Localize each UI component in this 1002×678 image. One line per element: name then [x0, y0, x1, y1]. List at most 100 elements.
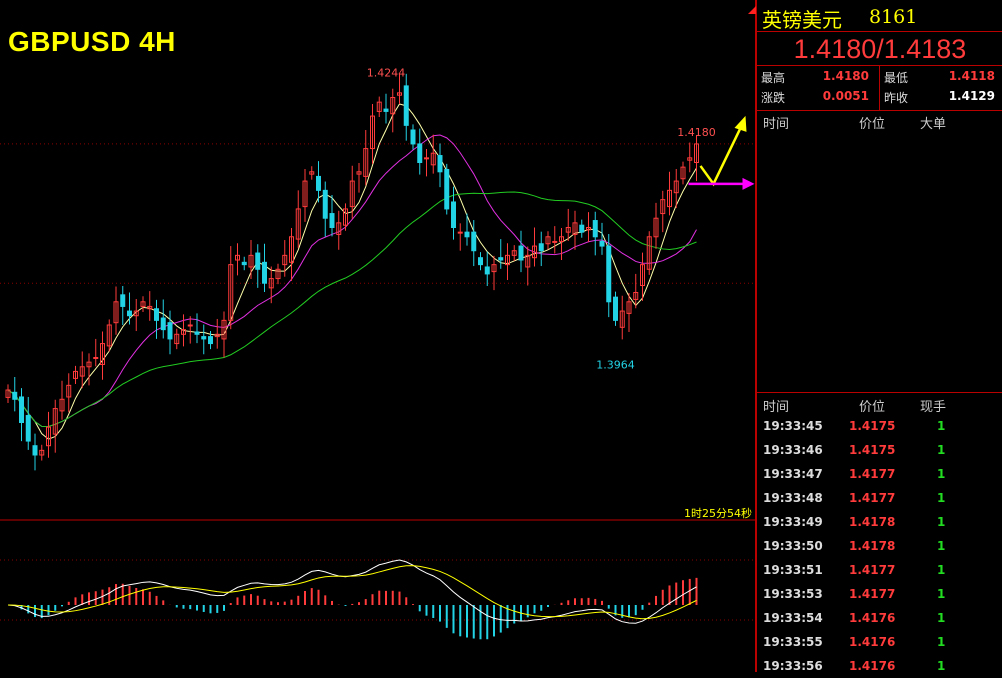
price-annotation: 1.3964 [596, 359, 635, 372]
trade-volume: 1 [937, 515, 946, 529]
price-annotation: 1.4180 [677, 126, 716, 139]
candle-body [518, 245, 524, 261]
orders-header-price: 价位 [859, 117, 886, 132]
trade-price: 1.4175 [849, 419, 896, 433]
candle-body [329, 213, 335, 228]
trade-price: 1.4175 [849, 443, 896, 457]
orders-header-big-order: 大单 [920, 117, 947, 132]
candle-body [25, 415, 31, 442]
trade-time: 19:33:48 [763, 491, 823, 505]
candle-body [106, 324, 112, 347]
trade-row: 19:33:46 1.4175 1 [757, 438, 1002, 462]
trade-price: 1.4177 [849, 491, 896, 505]
candle-body [73, 370, 78, 379]
price-annotation: 1.4244 [367, 67, 406, 80]
candle-body [592, 220, 598, 238]
candle-body [626, 301, 632, 314]
candle-body [478, 257, 483, 266]
candle-body [295, 208, 301, 240]
candle-body [147, 305, 153, 310]
candlestick-chart[interactable]: 1.4244 1.3964 1.4180 [0, 0, 756, 672]
candle-body [694, 143, 699, 164]
candle-body [437, 155, 443, 173]
candle-body [667, 189, 672, 208]
candle-body [221, 319, 227, 340]
candle-body [498, 257, 504, 261]
trade-price: 1.4178 [849, 515, 896, 529]
candle-body [606, 245, 612, 303]
candle-body [687, 157, 693, 161]
candle-body [403, 85, 409, 126]
candle-body [511, 250, 517, 256]
candle-body [133, 310, 139, 317]
ma-slow-line [7, 191, 697, 427]
trade-price: 1.4176 [849, 611, 896, 625]
candle-body [268, 278, 274, 289]
bid-ask-quote: 1.4180/1.4183 [793, 34, 967, 64]
candle-body [376, 101, 382, 112]
trade-time: 19:33:56 [763, 659, 823, 673]
candle-body [633, 292, 639, 300]
trade-price: 1.4176 [849, 659, 896, 673]
trade-price: 1.4177 [849, 587, 896, 601]
candle-body [235, 254, 240, 261]
macd-dif-line [7, 559, 697, 624]
candle-body [302, 180, 308, 208]
trade-volume: 1 [937, 563, 946, 577]
candle-body [343, 208, 348, 226]
candle-body [262, 261, 267, 284]
candle-body [430, 152, 436, 166]
candle-body [59, 398, 65, 412]
candle-body [444, 168, 450, 210]
candle-body [397, 92, 402, 96]
divider [879, 66, 880, 110]
candle-body [241, 261, 247, 266]
candle-body [86, 361, 92, 368]
corner-marker [748, 6, 756, 14]
trade-time: 19:33:45 [763, 419, 823, 433]
trade-price: 1.4177 [849, 467, 896, 481]
candle-body [471, 231, 477, 252]
candle-body [208, 336, 213, 345]
trade-volume: 1 [937, 491, 946, 505]
candle-body [586, 227, 591, 231]
candle-body [356, 171, 362, 175]
divider [757, 392, 1002, 393]
trade-row: 19:33:56 1.4176 1 [757, 654, 1002, 678]
chart-area[interactable]: 1.4244 1.3964 1.4180 GBPUSD 4H 1时25分54秒 [0, 0, 756, 672]
candle-body [160, 317, 166, 331]
candle-body [653, 217, 659, 238]
candle-body [248, 254, 254, 268]
candle-body [660, 199, 666, 215]
candle-body [309, 171, 315, 175]
trade-volume: 1 [937, 467, 946, 481]
candle-body [282, 254, 288, 266]
prev-close-value: 1.4129 [948, 89, 995, 103]
candle-body [228, 264, 234, 321]
trade-volume: 1 [937, 635, 946, 649]
trade-price: 1.4178 [849, 539, 896, 553]
divider [757, 110, 1002, 111]
high-value: 1.4180 [822, 69, 869, 83]
candle-body [491, 264, 497, 273]
high-label: 最高 [761, 71, 786, 85]
candle-body [336, 222, 342, 235]
trade-row: 19:33:49 1.4178 1 [757, 510, 1002, 534]
candle-body [424, 157, 429, 160]
orders-header-time: 时间 [763, 117, 790, 132]
candle-body [79, 366, 85, 377]
candle-body [113, 301, 119, 324]
trade-row: 19:33:48 1.4177 1 [757, 486, 1002, 510]
trade-time: 19:33:47 [763, 467, 823, 481]
candle-body [39, 449, 45, 456]
up-arrow-head [734, 115, 747, 132]
trade-time: 19:33:50 [763, 539, 823, 553]
candle-body [93, 357, 99, 359]
candle-body [289, 236, 294, 263]
chart-title: GBPUSD 4H [8, 26, 176, 57]
trade-row: 19:33:45 1.4175 1 [757, 414, 1002, 438]
trade-price: 1.4176 [849, 635, 896, 649]
trade-volume: 1 [937, 587, 946, 601]
trade-row: 19:33:53 1.4177 1 [757, 582, 1002, 606]
candle-body [619, 310, 625, 328]
